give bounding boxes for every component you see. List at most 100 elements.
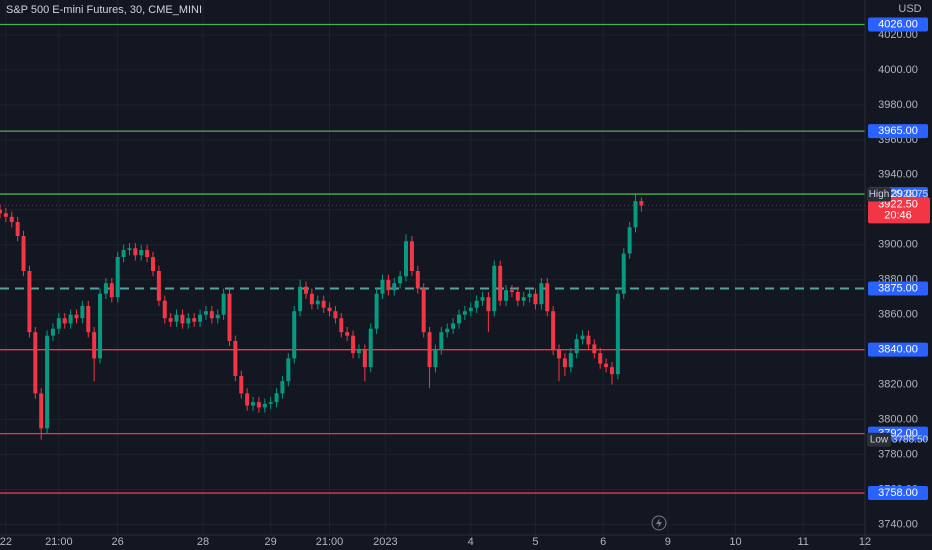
- candle-body: [515, 291, 520, 301]
- marker-name: Low: [870, 434, 889, 445]
- candle-body: [292, 311, 297, 359]
- candle-body: [427, 332, 432, 368]
- candle-body: [121, 250, 126, 258]
- candle-body: [150, 257, 155, 271]
- candle-body: [398, 276, 403, 284]
- candle-body: [609, 367, 614, 375]
- candle-body: [139, 250, 144, 256]
- candle-body: [527, 293, 532, 298]
- marker-value: 3928.75: [892, 189, 929, 200]
- candle-body: [445, 328, 450, 333]
- candle-body: [574, 339, 579, 354]
- candle-body: [0, 209, 2, 214]
- candle-body: [309, 293, 314, 305]
- candle-body: [33, 332, 38, 394]
- candle-body: [598, 353, 603, 364]
- candle-body: [633, 201, 638, 228]
- candle-body: [133, 248, 138, 256]
- candle-body: [268, 402, 273, 404]
- candle-body: [462, 311, 467, 315]
- candle-body: [180, 314, 185, 324]
- candle-body: [368, 328, 373, 368]
- last-time-label: 20:46: [884, 209, 912, 221]
- candle-body: [315, 300, 320, 305]
- candle-body: [215, 314, 220, 319]
- candle-body: [209, 311, 214, 319]
- candle-body: [639, 201, 644, 206]
- candle-body: [404, 241, 409, 277]
- level-label-box: [868, 281, 928, 296]
- candle-body: [380, 279, 385, 294]
- candle-body: [580, 335, 585, 340]
- candle-body: [615, 293, 620, 375]
- candle-body: [327, 307, 332, 312]
- candle-body: [539, 283, 544, 305]
- candle-body: [21, 236, 26, 271]
- candle-body: [439, 332, 444, 350]
- x-tick-label: 21:00: [316, 536, 344, 548]
- level-label-box: [868, 17, 928, 32]
- candle-body: [162, 300, 167, 319]
- candle-body: [56, 318, 61, 329]
- candle-body: [521, 297, 526, 301]
- candle-body: [115, 257, 120, 298]
- icon-circle: [651, 515, 667, 531]
- candle-body: [80, 305, 85, 319]
- candle-body: [27, 270, 32, 333]
- candle-body: [74, 314, 79, 319]
- candle-body: [50, 328, 55, 336]
- replay-icon[interactable]: [651, 515, 667, 531]
- candle-body: [621, 253, 626, 294]
- candle-body: [356, 349, 361, 354]
- currency: USD: [898, 3, 921, 15]
- candle-body: [103, 283, 108, 294]
- y-tick-label: 3900.00: [878, 239, 918, 251]
- level-label-box: [868, 486, 928, 501]
- level-label: 3875.00: [878, 282, 918, 294]
- candle-body: [198, 314, 203, 322]
- candle-body: [604, 363, 609, 368]
- icon-bolt: [656, 518, 662, 528]
- candle-body: [415, 270, 420, 289]
- level-label: 3965.00: [878, 125, 918, 137]
- y-tick-label: 3940.00: [878, 169, 918, 181]
- candle-body: [333, 311, 338, 319]
- y-tick-label: 4020.00: [878, 29, 918, 41]
- last-price-box: [868, 197, 930, 224]
- x-tick-label: 22: [0, 536, 12, 548]
- candle-body: [262, 403, 267, 408]
- candle-body: [545, 283, 550, 312]
- candle-body: [256, 402, 261, 408]
- candle-body: [504, 290, 509, 301]
- x-tick-label: 5: [532, 536, 538, 548]
- candle-body: [409, 241, 414, 271]
- x-tick-label: 11: [798, 536, 809, 548]
- candle-body: [486, 297, 491, 312]
- candle-body: [109, 283, 114, 298]
- candle-body: [298, 286, 303, 312]
- candle-body: [362, 349, 367, 368]
- candle-body: [551, 311, 556, 350]
- marker-value: 3788.50: [892, 434, 929, 445]
- levels: [0, 23, 865, 494]
- candle-body: [145, 250, 150, 258]
- y-tick-label: 3980.00: [878, 99, 918, 111]
- candle-body: [433, 349, 438, 368]
- candle-body: [62, 318, 67, 324]
- candle-body: [557, 349, 562, 359]
- level-label: 3758.00: [878, 487, 918, 499]
- level-label-box: [868, 124, 928, 139]
- candle-body: [15, 222, 20, 237]
- marker-name: High: [869, 189, 890, 200]
- candle-body: [98, 293, 103, 359]
- candle-body: [227, 293, 232, 341]
- candle-body: [9, 216, 14, 223]
- candle-body: [339, 318, 344, 333]
- marker-name-box: [867, 187, 891, 202]
- candle-body: [421, 288, 426, 333]
- y-tick-label: 3780.00: [878, 448, 918, 460]
- level-label-box: [868, 342, 928, 357]
- candle-body: [627, 227, 632, 254]
- x-tick-label: 2023: [373, 536, 397, 548]
